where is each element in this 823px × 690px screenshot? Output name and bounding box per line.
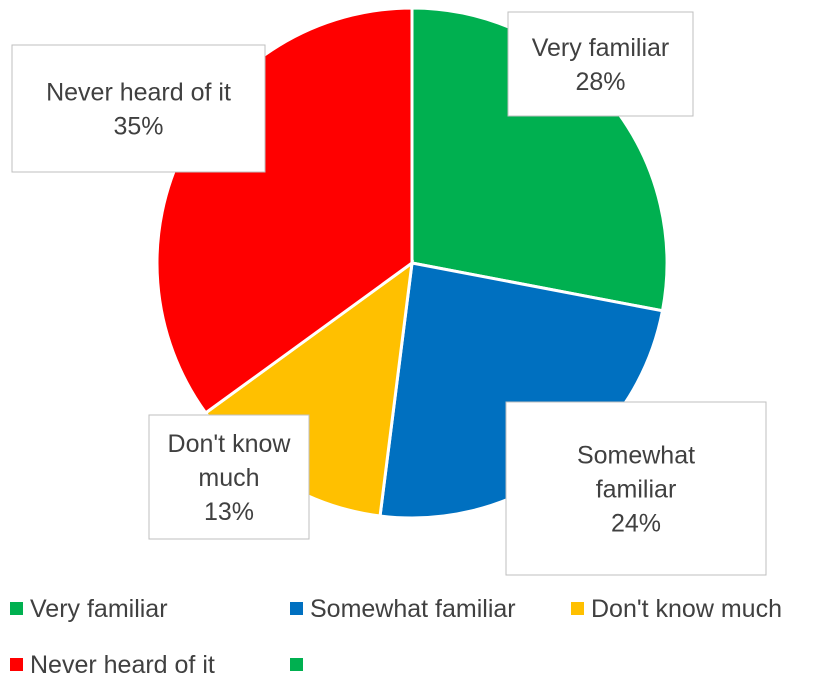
data-label-value: 13% bbox=[204, 498, 254, 526]
data-label-category: Don't know bbox=[168, 430, 292, 458]
data-label-value: 35% bbox=[113, 113, 163, 141]
legend-swatch bbox=[10, 658, 23, 671]
legend-swatch bbox=[10, 602, 23, 615]
data-label-value: 24% bbox=[611, 510, 661, 538]
data-label-very-familiar: Very familiar 28% bbox=[507, 11, 694, 117]
data-label-category: Somewhat bbox=[577, 442, 695, 470]
data-label-never-heard-of-it: Never heard of it 35% bbox=[11, 44, 266, 173]
legend-entry-don-t-know-much: Don't know much bbox=[571, 595, 782, 623]
data-label-box bbox=[11, 44, 266, 173]
legend-swatch bbox=[571, 602, 584, 615]
legend-entry-never-heard-of-it: Never heard of it bbox=[10, 651, 215, 679]
data-labels: Very familiar 28% Somewhat familiar 24% Don't… bbox=[11, 11, 767, 576]
legend-entry-unlabeled bbox=[290, 658, 303, 671]
legend-label: Don't know much bbox=[591, 595, 782, 623]
legend-swatch bbox=[290, 602, 303, 615]
data-label-category: familiar bbox=[596, 476, 677, 504]
legend: Very familiar Somewhat familiar Don't know… bbox=[10, 595, 782, 679]
data-label-category: Very familiar bbox=[532, 34, 670, 62]
data-label-box bbox=[505, 401, 767, 576]
legend-entry-very-familiar: Very familiar bbox=[10, 595, 168, 623]
data-label-value: 28% bbox=[575, 68, 625, 96]
data-label-somewhat-familiar: Somewhat familiar 24% bbox=[505, 401, 767, 576]
legend-swatch bbox=[290, 658, 303, 671]
data-label-category: Never heard of it bbox=[46, 79, 231, 107]
data-label-category: much bbox=[198, 464, 259, 492]
legend-label: Very familiar bbox=[30, 595, 168, 623]
legend-entry-somewhat-familiar: Somewhat familiar bbox=[290, 595, 516, 623]
legend-label: Never heard of it bbox=[30, 651, 215, 679]
data-label-box bbox=[507, 11, 694, 117]
legend-label: Somewhat familiar bbox=[310, 595, 516, 623]
data-label-box bbox=[148, 414, 310, 540]
data-label-don-t-know-much: Don't know much 13% bbox=[148, 414, 310, 540]
